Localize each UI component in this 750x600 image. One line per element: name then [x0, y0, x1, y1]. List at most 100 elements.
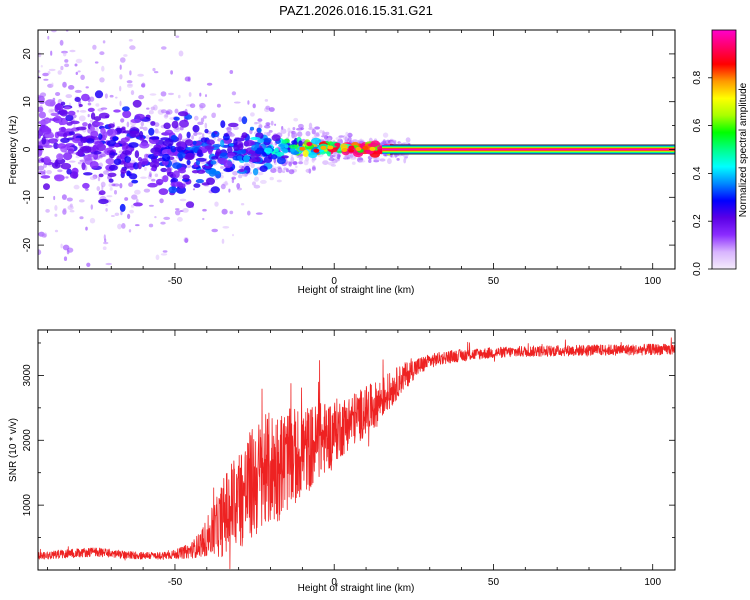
colorbar-tick-label: 0.6 — [692, 118, 703, 132]
heatmap-cell — [54, 174, 65, 182]
heatmap-cell — [263, 156, 273, 164]
colorbar-swatch — [712, 30, 736, 269]
heatmap-cell — [257, 138, 265, 144]
heatmap-cell — [328, 157, 335, 161]
heatmap-cell — [75, 126, 87, 131]
heatmap-cell — [220, 139, 225, 148]
heatmap-cell — [193, 132, 198, 137]
heatmap-cell — [282, 148, 289, 154]
heatmap-cell — [131, 179, 139, 184]
heatmap-cell — [85, 86, 89, 89]
heatmap-cell — [238, 174, 243, 179]
heatmap-cell — [186, 163, 192, 169]
heatmap-cell — [177, 217, 183, 222]
heatmap-cell — [94, 121, 104, 126]
heatmap-cell — [206, 82, 213, 86]
colorbar-tick-label: 0.4 — [692, 166, 703, 180]
heatmap-cell — [103, 241, 109, 245]
heatmap-cell — [45, 209, 50, 213]
heatmap-cell — [68, 85, 75, 90]
heatmap-cell — [236, 155, 243, 160]
heatmap-cell — [68, 160, 76, 163]
heatmap-cell — [56, 153, 64, 161]
heatmap-cell — [247, 210, 251, 216]
heatmap-cell — [313, 133, 320, 138]
heatmap-cell — [98, 155, 103, 159]
heatmap-cell — [42, 72, 49, 77]
heatmap-cell — [38, 111, 47, 119]
heatmap-cell — [308, 152, 318, 159]
heatmap-cell — [148, 204, 154, 207]
heatmap-cell — [204, 145, 215, 150]
heatmap-cell — [105, 204, 109, 207]
heatmap-cell — [101, 65, 105, 72]
heatmap-cell — [154, 173, 159, 178]
heatmap-cell — [274, 123, 277, 127]
heatmap-cell — [149, 93, 157, 96]
heatmap-cell — [135, 224, 140, 227]
heatmap-cell — [238, 116, 242, 123]
heatmap-cell — [182, 174, 190, 180]
heatmap-cell — [53, 195, 56, 201]
spectrogram-y-axis-label: Frequency (Hz) — [8, 116, 19, 185]
heatmap-cell — [102, 246, 107, 250]
heatmap-cell — [154, 216, 157, 219]
heatmap-cell — [67, 148, 75, 154]
heatmap-cell — [280, 128, 287, 134]
heatmap-cell — [108, 164, 118, 171]
heatmap-cell — [250, 112, 255, 117]
heatmap-cell — [275, 151, 285, 157]
heatmap-cell — [105, 262, 112, 266]
heatmap-cell — [264, 99, 269, 102]
heatmap-cell — [48, 138, 59, 144]
heatmap-cell — [233, 126, 239, 130]
heatmap-cell — [156, 131, 161, 134]
heatmap-cell — [243, 155, 251, 163]
heatmap-cell — [105, 8, 110, 12]
heatmap-cell — [237, 143, 244, 151]
heatmap-cell — [38, 171, 45, 175]
heatmap-cell — [199, 92, 202, 97]
heatmap-cell — [65, 94, 73, 99]
heatmap-cell — [98, 173, 104, 178]
heatmap-cell — [138, 94, 145, 100]
heatmap-cell — [87, 153, 95, 158]
heatmap-cell — [250, 162, 255, 169]
heatmap-cell — [204, 128, 209, 134]
heatmap-cell — [305, 131, 311, 137]
heatmap-cell — [140, 158, 149, 166]
heatmap-cell — [41, 233, 47, 238]
heatmap-cell — [63, 152, 73, 161]
heatmap-cell — [211, 132, 216, 138]
heatmap-cell — [47, 35, 50, 40]
heatmap-cell — [108, 183, 113, 187]
heatmap-cell — [149, 173, 152, 178]
heatmap-cell — [126, 80, 133, 84]
heatmap-cell — [75, 151, 85, 157]
colorbar-frame — [711, 29, 737, 270]
heatmap-cell — [154, 122, 160, 127]
heatmap-cell — [44, 99, 56, 107]
heatmap-cell — [86, 262, 91, 267]
heatmap-cell — [311, 157, 315, 163]
heatmap-cell — [326, 137, 331, 141]
heatmap-cell — [152, 158, 160, 164]
heatmap-cell — [178, 183, 186, 189]
heatmap-cell — [87, 102, 92, 106]
heatmap-cell — [89, 176, 97, 181]
heatmap-cell — [163, 122, 171, 130]
heatmap-cell — [322, 130, 325, 136]
spectrogram-y-tick-label: -10 — [22, 190, 33, 205]
heatmap-cell — [171, 120, 179, 129]
heatmap-cell — [233, 101, 241, 104]
heatmap-cell — [258, 124, 263, 129]
spectrogram-x-axis-label: Height of straight line (km) — [298, 285, 415, 296]
heatmap-cell — [311, 129, 316, 135]
heatmap-cell — [158, 276, 161, 282]
heatmap-cell — [98, 112, 110, 119]
heatmap-cell — [51, 162, 61, 169]
heatmap-cell — [298, 140, 303, 147]
heatmap-cell — [203, 115, 207, 119]
heatmap-cell — [152, 67, 156, 72]
